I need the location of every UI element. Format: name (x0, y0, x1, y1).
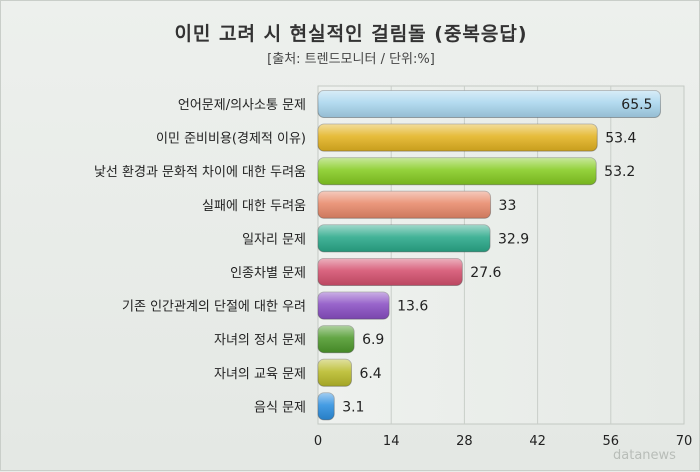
bar-highlight (318, 359, 352, 387)
bar-highlight (318, 325, 355, 353)
chart-title: 이민 고려 시 현실적인 걸림돌 (중복응답) (174, 23, 528, 45)
value-label: 65.5 (621, 97, 652, 113)
category-label: 자녀의 교육 문제 (214, 367, 306, 382)
bar-highlight (318, 392, 335, 420)
bar-highlight (318, 258, 463, 286)
x-tick-label: 70 (676, 434, 693, 449)
category-label: 일자리 문제 (242, 232, 306, 247)
bar-highlight (318, 124, 598, 152)
value-label: 6.4 (359, 366, 381, 382)
chart-source: [출처: 트렌드모니터 / 단위:%] (267, 52, 435, 67)
category-label: 인종차별 문제 (230, 266, 306, 281)
category-label: 음식 문제 (254, 400, 306, 415)
bar-highlight (318, 292, 390, 320)
x-tick-label: 56 (603, 434, 620, 449)
value-label: 6.9 (362, 332, 384, 348)
x-tick-label: 0 (314, 434, 322, 449)
category-label: 낯선 환경과 문화적 차이에 대한 두려움 (94, 165, 306, 180)
category-label: 실패에 대한 두려움 (202, 199, 306, 214)
bar-highlight (318, 157, 597, 185)
value-label: 3.1 (342, 399, 364, 415)
value-label: 33 (499, 198, 517, 214)
value-label: 27.6 (470, 265, 501, 281)
category-label: 이민 준비비용(경제적 이유) (156, 132, 306, 147)
watermark-text: datanews (613, 448, 676, 463)
bar-highlight (318, 224, 491, 252)
x-tick-label: 42 (529, 434, 546, 449)
value-label: 32.9 (498, 231, 529, 247)
value-label: 53.4 (605, 131, 636, 147)
bar-highlight (318, 90, 661, 118)
category-label: 기존 인간관계의 단절에 대한 우려 (122, 300, 306, 315)
x-tick-label: 14 (383, 434, 400, 449)
value-label: 13.6 (397, 299, 428, 315)
category-label: 언어문제/의사소통 문제 (178, 98, 306, 113)
bar-highlight (318, 191, 491, 219)
category-label: 자녀의 정서 문제 (214, 333, 306, 348)
value-label: 53.2 (604, 164, 635, 180)
x-tick-label: 28 (456, 434, 473, 449)
